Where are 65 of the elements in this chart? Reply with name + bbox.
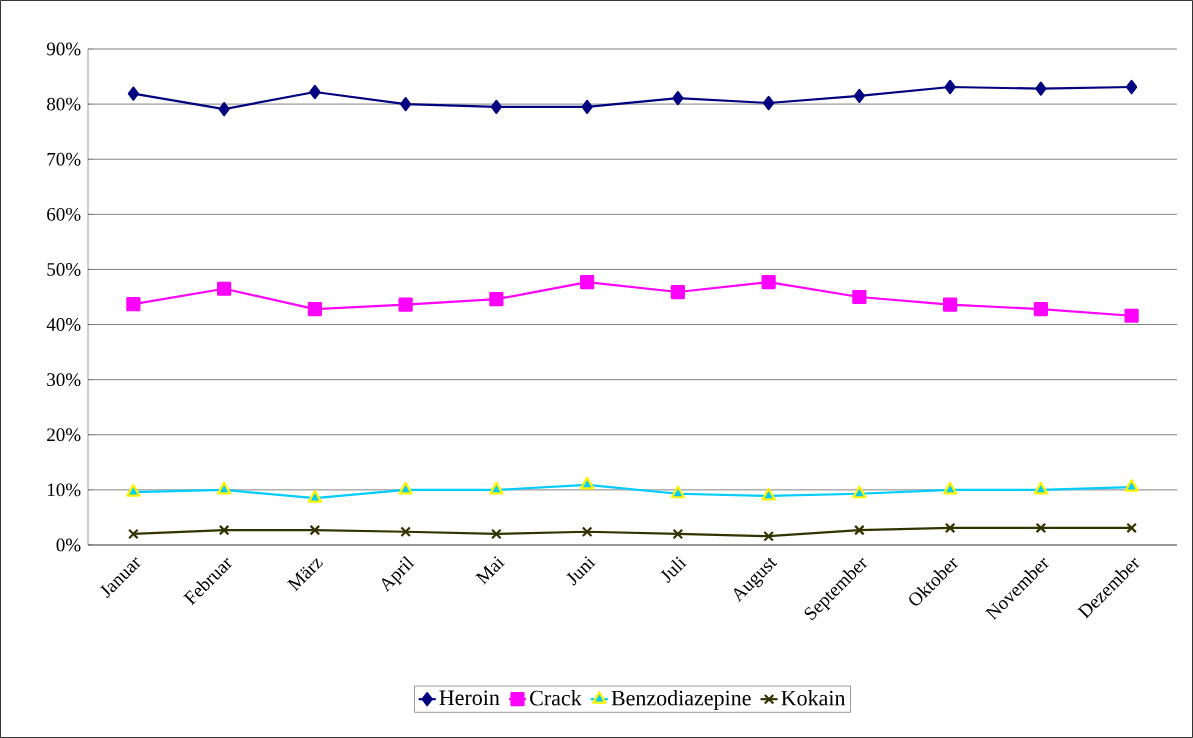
y-tick-label: 20% (47, 428, 81, 442)
y-tick-label: 50% (47, 263, 81, 276)
point (489, 292, 504, 307)
point (218, 524, 230, 536)
point (1035, 522, 1047, 534)
legend-label: Benzodiazepine (611, 690, 751, 710)
point (491, 528, 502, 540)
point (400, 97, 412, 112)
point (398, 481, 413, 495)
x-tick-label: Mai (475, 556, 505, 585)
point (1126, 522, 1137, 534)
point (942, 481, 958, 495)
point (216, 481, 232, 495)
point (217, 281, 232, 296)
y-tick-label: 70% (47, 152, 81, 166)
point (1124, 479, 1139, 492)
point (127, 86, 139, 101)
point (400, 526, 411, 538)
point (1124, 308, 1139, 323)
point (307, 490, 323, 503)
point (1126, 79, 1138, 95)
y-tick-label: 10% (47, 483, 81, 497)
point (944, 522, 956, 534)
point (672, 528, 684, 540)
y-tick-label: 30% (47, 373, 81, 387)
y-tick-label: 60% (47, 207, 81, 221)
y-tick-label: 0% (56, 538, 81, 552)
point (309, 84, 321, 100)
point (852, 485, 867, 499)
legend-label: Heroin (439, 690, 500, 706)
point (943, 297, 958, 312)
point (761, 275, 776, 290)
point (126, 483, 141, 497)
point (581, 99, 593, 114)
point (1033, 481, 1049, 495)
point (761, 487, 776, 501)
point (854, 524, 865, 536)
legend-label: Kokain (781, 690, 846, 706)
point (398, 297, 413, 312)
point (852, 289, 867, 305)
point (581, 526, 593, 538)
point (1035, 81, 1047, 96)
legend-label: Crack (530, 690, 582, 706)
point (944, 79, 956, 95)
point (1033, 302, 1048, 317)
point (579, 476, 595, 490)
point (670, 485, 686, 499)
point (580, 275, 595, 290)
point (128, 528, 139, 540)
point (490, 99, 502, 114)
point (763, 530, 774, 542)
point (853, 88, 865, 103)
point (763, 95, 775, 111)
y-tick-label: 90% (46, 42, 81, 56)
x-tick-label: Juni (566, 556, 596, 586)
x-tick-label: Juli (660, 556, 687, 584)
point (126, 297, 141, 312)
point (672, 90, 684, 106)
point (307, 302, 322, 317)
point (670, 284, 685, 300)
point (218, 101, 230, 117)
point (489, 481, 504, 495)
point (309, 524, 321, 536)
y-tick-label: 40% (46, 318, 81, 331)
y-tick-label: 80% (47, 97, 81, 111)
